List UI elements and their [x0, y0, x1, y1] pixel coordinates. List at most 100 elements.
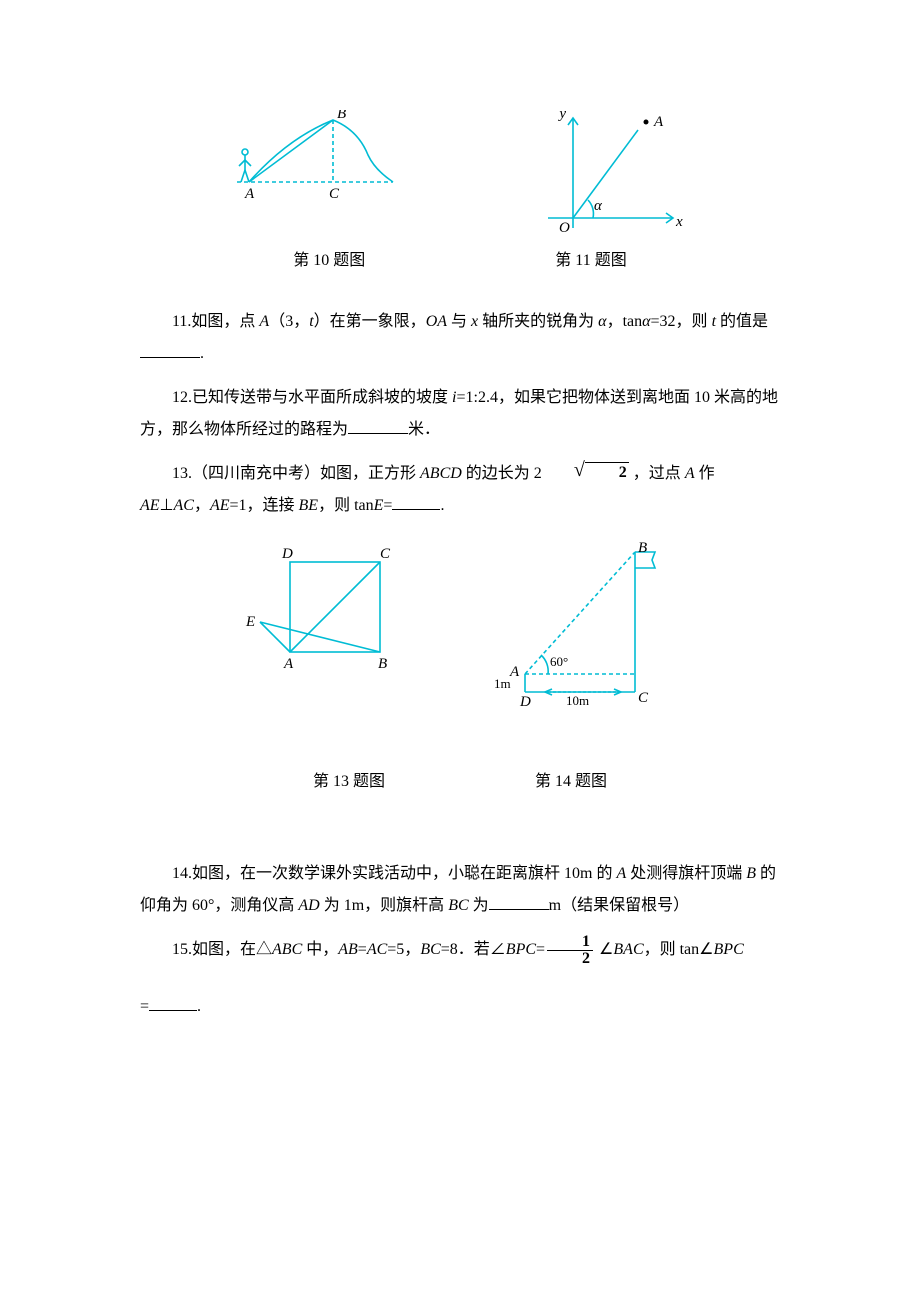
q13-t1: 13.（四川南充中考）如图，正方形	[172, 465, 420, 482]
q15-BAC: BAC	[613, 941, 643, 958]
q13-t7: =	[383, 497, 392, 514]
caption-11: 第 11 题图	[555, 246, 626, 276]
figure-13-svg: D C E A B	[240, 542, 410, 692]
q13-AE1: AE	[140, 497, 160, 514]
q14-unit: m（结果保留根号）	[549, 897, 689, 914]
q13-abcd: ABCD	[420, 465, 462, 482]
q15-t1: 15.如图，在△	[172, 941, 272, 958]
q15-e3: =8．若∠	[441, 941, 506, 958]
q15-e5: =	[140, 998, 149, 1015]
q14-blank	[489, 893, 549, 910]
q15-BPC2: BPC	[714, 941, 744, 958]
q14-B: B	[746, 865, 756, 882]
q15-e4: =	[536, 941, 545, 958]
q13-c1: ，	[194, 497, 210, 514]
q15-frac: 12	[547, 934, 593, 967]
q15-AB: AB	[338, 941, 358, 958]
q11-alpha2: α	[642, 313, 650, 330]
q14-t1: 14.如图，在一次数学课外实践活动中，小聪在距离旗杆 10m 的	[172, 865, 616, 882]
q12-unit: 米．	[408, 421, 440, 438]
fig10-label-B: B	[337, 110, 346, 122]
q11-t1: 11.如图，点	[172, 313, 259, 330]
figure-13: D C E A B	[240, 542, 410, 717]
q11-t4: 与	[447, 313, 471, 330]
q13-sqrtv: 2	[585, 462, 629, 482]
fig13-E: E	[245, 614, 255, 630]
q13-A: A	[685, 465, 695, 482]
q11-period: .	[200, 345, 204, 362]
figure-11: A O x y α	[538, 110, 688, 240]
q13-t2: 的边长为 2	[462, 465, 542, 482]
question-15-line2: =.	[140, 991, 780, 1023]
fig14-B: B	[638, 542, 647, 556]
q13-AE2: AE	[210, 497, 230, 514]
q13-E: E	[374, 497, 384, 514]
fig13-C: C	[380, 546, 391, 562]
fig14-D: D	[519, 694, 531, 710]
q13-perp: ⊥	[160, 497, 174, 514]
q11-alpha: α	[598, 313, 606, 330]
fig10-label-C: C	[329, 186, 340, 202]
q14-t5: 为	[469, 897, 489, 914]
q11-A: A	[259, 313, 269, 330]
caption-10: 第 10 题图	[293, 246, 365, 276]
q14-t2: 处测得旗杆顶端	[626, 865, 746, 882]
q14-BC: BC	[448, 897, 468, 914]
question-11: 11.如图，点 A（3，t）在第一象限，OA 与 x 轴所夹的锐角为 α，tan…	[140, 306, 780, 370]
q12-blank	[348, 417, 408, 434]
q11-blank	[140, 341, 200, 358]
q13-AC: AC	[173, 497, 193, 514]
caption-row-middle: 第 13 题图 第 14 题图	[140, 767, 780, 797]
q14-AD: AD	[298, 897, 319, 914]
q15-period: .	[197, 998, 201, 1015]
q15-e2: =5，	[387, 941, 420, 958]
fig13-B: B	[378, 656, 387, 672]
fig11-label-x: x	[675, 214, 683, 230]
fig14-10m: 10m	[566, 693, 589, 708]
fig14-A: A	[509, 664, 520, 680]
question-15: 15.如图，在△ABC 中，AB=AC=5，BC=8．若∠BPC=12 ∠BAC…	[140, 934, 780, 967]
q13-BE: BE	[299, 497, 319, 514]
q11-OA: OA	[426, 313, 447, 330]
figure-14: B A D C 60° 1m 10m	[490, 542, 680, 717]
q13-t6: ，则 tan	[318, 497, 374, 514]
question-14: 14.如图，在一次数学课外实践活动中，小聪在距离旗杆 10m 的 A 处测得旗杆…	[140, 858, 780, 922]
fig11-label-A: A	[653, 114, 664, 130]
q13-sqrt: √2	[542, 462, 629, 482]
fig13-D: D	[281, 546, 293, 562]
q11-t6: ，tan	[607, 313, 643, 330]
q15-num: 1	[547, 934, 593, 950]
q15-den: 2	[547, 950, 593, 967]
caption-13: 第 13 题图	[313, 767, 385, 797]
fig14-angle: 60°	[550, 654, 568, 669]
q13-t4: 作	[695, 465, 715, 482]
q11-t3: ）在第一象限，	[314, 313, 426, 330]
q15-AC: AC	[367, 941, 387, 958]
q12-t1: 12.已知传送带与水平面所成斜坡的坡度	[172, 389, 452, 406]
fig11-label-y: y	[557, 110, 566, 122]
q13-period: .	[440, 497, 444, 514]
fig14-C: C	[638, 690, 649, 706]
q11-t8: 的值是	[716, 313, 768, 330]
fig11-label-O: O	[559, 220, 570, 236]
figure-row-top: A B C A	[140, 110, 780, 240]
q15-BPC1: BPC	[506, 941, 536, 958]
q15-ang: ∠	[595, 941, 613, 958]
q11-t2: （3，	[269, 313, 309, 330]
fig13-A: A	[283, 656, 294, 672]
fig14-1m: 1m	[494, 676, 511, 691]
question-12: 12.已知传送带与水平面所成斜坡的坡度 i=1:2.4，如果它把物体送到离地面 …	[140, 382, 780, 446]
question-13: 13.（四川南充中考）如图，正方形 ABCD 的边长为 2√2 ，过点 A 作 …	[140, 458, 780, 522]
figure-10: A B C	[233, 110, 398, 240]
q15-blank	[149, 994, 197, 1011]
figure-10-svg: A B C	[233, 110, 398, 210]
q13-t3: ，过点	[629, 465, 685, 482]
figure-row-middle: D C E A B	[140, 542, 780, 717]
q15-t2: 中，	[302, 941, 338, 958]
q15-e1: =	[358, 941, 367, 958]
caption-14: 第 14 题图	[535, 767, 607, 797]
fig11-label-alpha: α	[594, 198, 603, 214]
fig10-label-A: A	[244, 186, 255, 202]
q14-A: A	[616, 865, 626, 882]
page: A B C A	[0, 0, 920, 1075]
